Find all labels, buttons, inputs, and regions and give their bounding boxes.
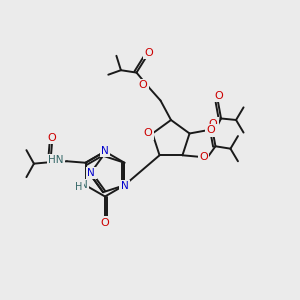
Text: O: O xyxy=(100,218,109,228)
Text: O: O xyxy=(144,128,152,139)
Text: O: O xyxy=(139,80,148,91)
Text: O: O xyxy=(144,48,153,58)
Text: O: O xyxy=(47,133,56,142)
Text: N: N xyxy=(101,146,109,156)
Text: O: O xyxy=(206,125,215,136)
Text: O: O xyxy=(209,119,218,129)
Text: O: O xyxy=(200,152,208,162)
Text: HN: HN xyxy=(48,155,64,165)
Text: N: N xyxy=(80,180,88,190)
Text: H: H xyxy=(75,182,82,192)
Text: N: N xyxy=(88,168,95,178)
Text: O: O xyxy=(214,91,223,101)
Text: N: N xyxy=(121,181,128,191)
